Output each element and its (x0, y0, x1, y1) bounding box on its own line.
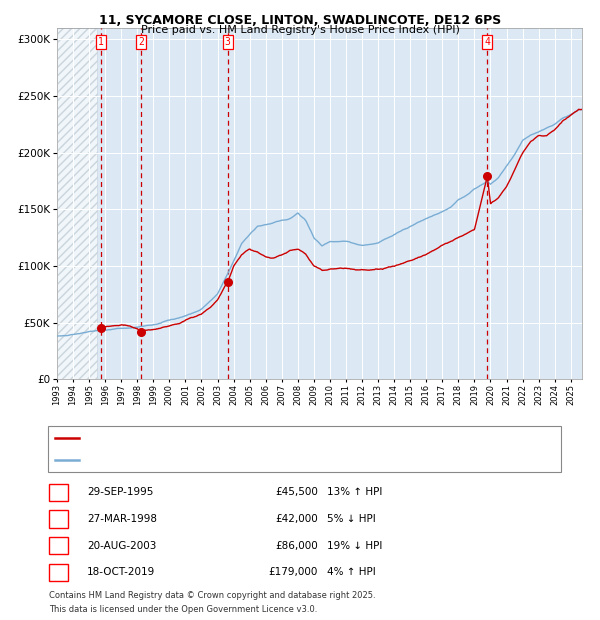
Text: 4% ↑ HPI: 4% ↑ HPI (327, 567, 376, 577)
Text: 2: 2 (138, 37, 144, 47)
Bar (57, 28, 97, 379)
Text: 18-OCT-2019: 18-OCT-2019 (87, 567, 155, 577)
Text: 3: 3 (55, 541, 62, 551)
Text: 4: 4 (484, 37, 490, 47)
Text: This data is licensed under the Open Government Licence v3.0.: This data is licensed under the Open Gov… (49, 604, 317, 614)
Text: 11, SYCAMORE CLOSE, LINTON, SWADLINCOTE, DE12 6PS: 11, SYCAMORE CLOSE, LINTON, SWADLINCOTE,… (99, 14, 501, 27)
Text: £45,500: £45,500 (275, 487, 318, 497)
Text: £179,000: £179,000 (269, 567, 318, 577)
Text: 29-SEP-1995: 29-SEP-1995 (87, 487, 154, 497)
Text: 2: 2 (55, 514, 62, 524)
Text: 5% ↓ HPI: 5% ↓ HPI (327, 514, 376, 524)
Text: 11, SYCAMORE CLOSE, LINTON, SWADLINCOTE, DE12 6PS (semi-detached house): 11, SYCAMORE CLOSE, LINTON, SWADLINCOTE,… (84, 434, 469, 443)
Text: 27-MAR-1998: 27-MAR-1998 (87, 514, 157, 524)
Text: HPI: Average price, semi-detached house, South Derbyshire: HPI: Average price, semi-detached house,… (84, 455, 368, 464)
Text: £86,000: £86,000 (275, 541, 318, 551)
Text: £42,000: £42,000 (275, 514, 318, 524)
Text: 4: 4 (55, 567, 62, 577)
Text: Contains HM Land Registry data © Crown copyright and database right 2025.: Contains HM Land Registry data © Crown c… (49, 590, 376, 600)
Text: 20-AUG-2003: 20-AUG-2003 (87, 541, 157, 551)
Text: 1: 1 (98, 37, 104, 47)
Text: 3: 3 (225, 37, 230, 47)
Text: 1: 1 (55, 487, 62, 497)
Text: 13% ↑ HPI: 13% ↑ HPI (327, 487, 382, 497)
Text: 19% ↓ HPI: 19% ↓ HPI (327, 541, 382, 551)
Text: Price paid vs. HM Land Registry's House Price Index (HPI): Price paid vs. HM Land Registry's House … (140, 25, 460, 35)
